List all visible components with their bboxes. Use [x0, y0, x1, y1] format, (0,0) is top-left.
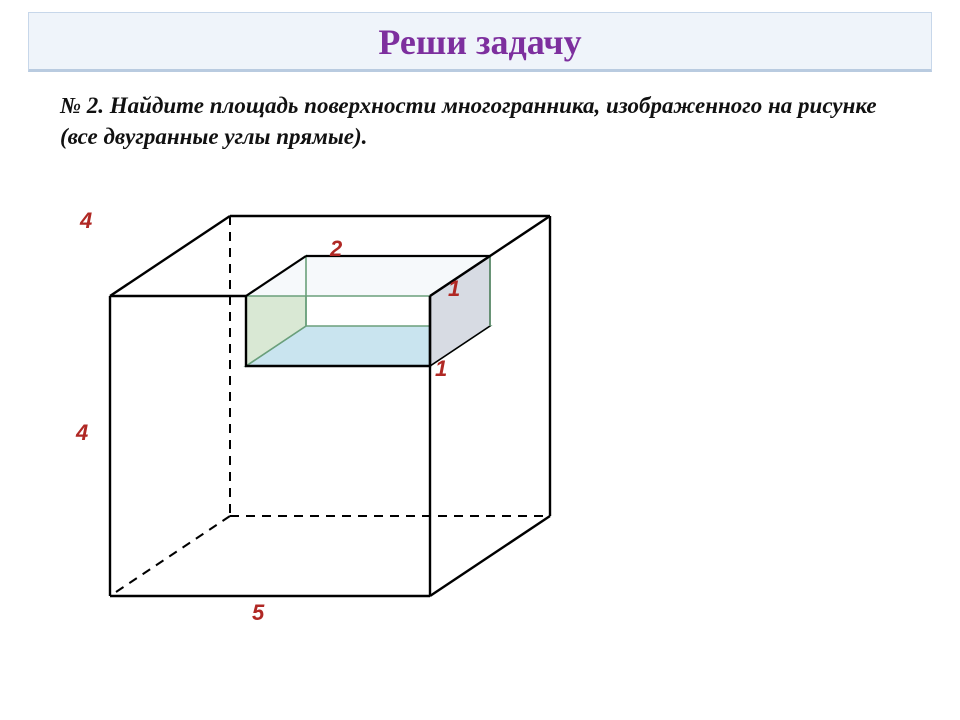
problem-text: № 2. Найдите площадь поверхности многогр… [60, 90, 900, 152]
label-notch-height: 1 [448, 276, 460, 302]
label-big-height: 4 [76, 420, 88, 446]
label-big-depth: 4 [80, 208, 92, 234]
figure: 4 4 5 2 1 1 [30, 166, 630, 636]
title-bar: Реши задачу [28, 12, 932, 72]
page-title: Реши задачу [29, 21, 931, 63]
label-big-width: 5 [252, 600, 264, 626]
label-notch-depth: 1 [435, 356, 447, 382]
label-notch-width: 2 [330, 236, 342, 262]
